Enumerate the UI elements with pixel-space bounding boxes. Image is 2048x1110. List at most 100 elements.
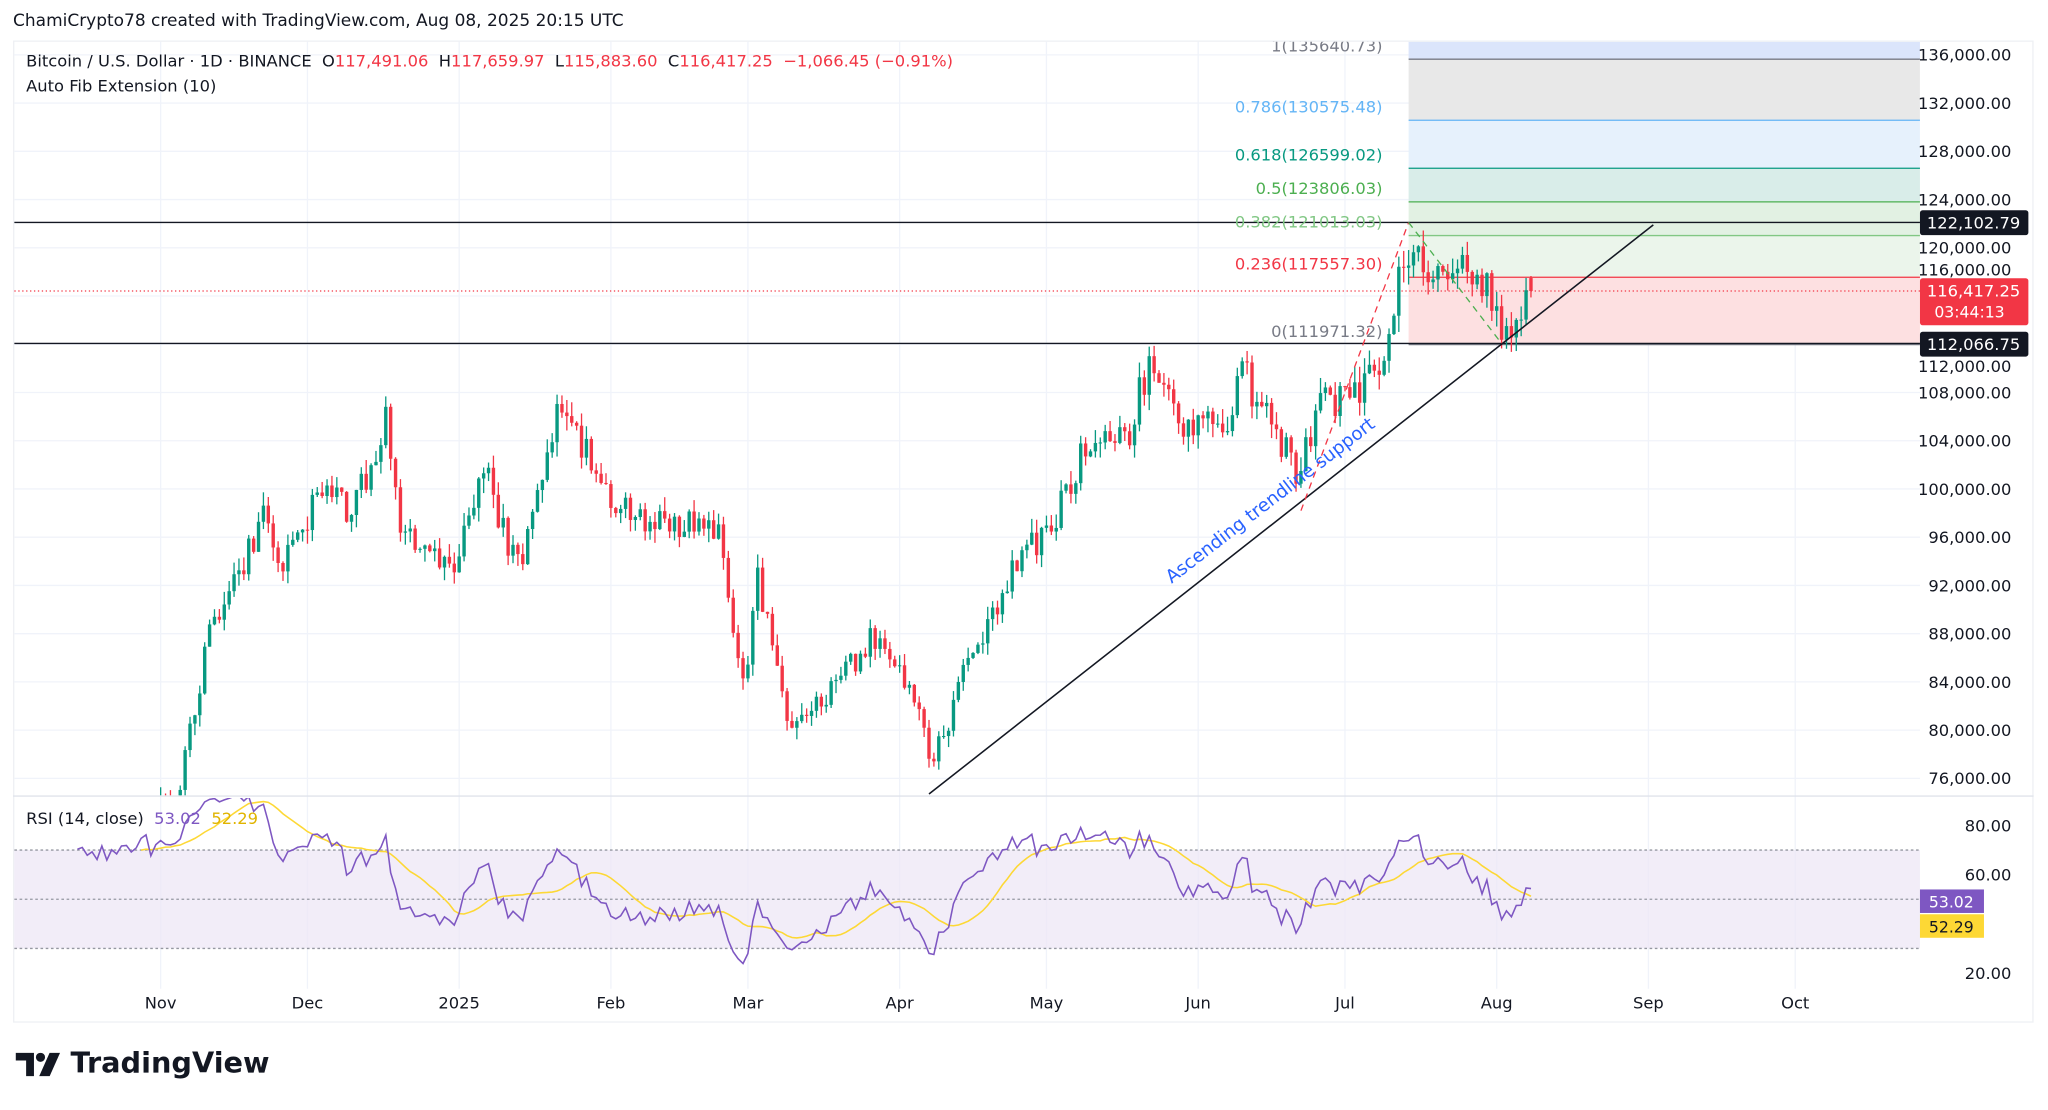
candle-body xyxy=(692,511,696,532)
candle xyxy=(222,591,226,631)
candle xyxy=(1044,515,1049,533)
candle xyxy=(1225,416,1230,436)
candle xyxy=(990,601,995,631)
candle-body xyxy=(770,613,775,646)
horizontal-levels[interactable] xyxy=(14,221,1920,345)
time-axis-label: Aug xyxy=(1481,993,1513,1012)
price-axis-label: 104,000.00 xyxy=(1918,432,2011,451)
candle-body xyxy=(834,679,838,682)
candle-body xyxy=(853,653,858,672)
candle-body xyxy=(1353,382,1357,398)
candle-body xyxy=(902,665,907,688)
candle xyxy=(574,421,579,431)
candle xyxy=(775,634,779,666)
candle xyxy=(1309,426,1313,453)
candle-body xyxy=(315,492,319,495)
candle-body xyxy=(1176,403,1181,424)
time-axis[interactable]: Nov Dec 2025 Feb Mar Apr May Jun Jul Aug Sep Oct xyxy=(145,993,1810,1012)
candle xyxy=(1181,417,1186,445)
drawings[interactable] xyxy=(928,222,1654,795)
candle xyxy=(760,557,765,613)
candle xyxy=(340,487,344,496)
candle xyxy=(550,433,554,458)
price-axis[interactable]: 136,000.00 132,000.00 128,000.00 124,000.00… xyxy=(1918,46,2011,983)
symbol-legend[interactable]: Bitcoin / U.S. Dollar · 1D · BINANCE O11… xyxy=(26,51,953,71)
candle xyxy=(193,714,197,736)
candle xyxy=(672,513,677,541)
candle xyxy=(1323,382,1328,401)
candle-body xyxy=(849,653,853,662)
candle xyxy=(858,650,863,675)
candle-body xyxy=(574,422,579,426)
candle-body xyxy=(785,691,789,721)
candle-body xyxy=(1397,266,1401,316)
candle-body xyxy=(971,652,975,658)
candle-body xyxy=(1264,402,1269,407)
candle xyxy=(462,513,466,562)
candle xyxy=(604,473,608,485)
candle xyxy=(804,708,809,723)
candle-body xyxy=(393,458,398,488)
candle-body xyxy=(560,403,564,413)
candle xyxy=(653,512,657,543)
candle-body xyxy=(1294,452,1298,484)
candle-body xyxy=(1524,290,1528,320)
indicator-legend-fib[interactable]: Auto Fib Extension (10) xyxy=(26,75,217,96)
candle-body xyxy=(746,664,750,679)
candle-body xyxy=(452,563,456,573)
candle xyxy=(1416,245,1421,262)
candle xyxy=(232,562,236,597)
candle xyxy=(467,507,471,530)
candle xyxy=(702,514,706,536)
candle xyxy=(1230,406,1235,437)
candle-body xyxy=(663,511,667,519)
candle xyxy=(667,513,672,539)
candle-body xyxy=(1010,560,1014,592)
candle xyxy=(384,396,388,449)
candle-body xyxy=(320,492,324,497)
candle-body xyxy=(535,490,540,512)
candle xyxy=(1338,382,1342,427)
candle-body xyxy=(335,487,339,498)
candle xyxy=(579,413,584,469)
candle-body xyxy=(1039,527,1044,556)
tradingview-logo[interactable]: TradingView xyxy=(15,1047,270,1080)
candle xyxy=(971,652,975,660)
candle-body xyxy=(643,509,647,532)
candle-body xyxy=(1230,415,1235,432)
candle xyxy=(829,677,833,708)
candle xyxy=(995,600,1000,625)
grid-lines xyxy=(14,41,1920,989)
candle-body xyxy=(1020,550,1024,572)
candle xyxy=(1059,480,1063,531)
candle xyxy=(927,719,931,768)
rsi-legend[interactable]: RSI (14, close) 53.02 52.29 xyxy=(26,808,258,828)
candle xyxy=(1436,263,1440,292)
candle-body xyxy=(251,538,256,552)
candle-body xyxy=(1059,490,1063,528)
open-value: 117,491.06 xyxy=(334,50,429,71)
candle xyxy=(795,717,799,740)
candle-body xyxy=(912,684,917,703)
candle xyxy=(618,504,623,524)
candle xyxy=(907,680,912,695)
candle xyxy=(1167,377,1171,401)
candle-body xyxy=(1098,442,1102,444)
rsi-legend-ma: 52.29 xyxy=(211,808,259,829)
time-axis-label: 2025 xyxy=(438,993,480,1012)
rsi-lines xyxy=(77,798,1532,965)
fib-level-labels: 1(135640.73) 0.786(130575.48) 0.618(126599… xyxy=(1235,42,1383,341)
candle-body xyxy=(423,545,427,549)
candle xyxy=(428,543,432,553)
candle-body xyxy=(814,696,819,711)
candle-body xyxy=(1093,442,1098,452)
candle xyxy=(178,785,182,796)
candle xyxy=(1069,471,1073,504)
trendline-annotation[interactable]: Ascending trendline support xyxy=(1162,414,1379,588)
candle-body xyxy=(1392,315,1396,335)
candle-body xyxy=(711,520,716,539)
candle-body xyxy=(1220,423,1225,433)
candle-body xyxy=(1000,593,1005,615)
